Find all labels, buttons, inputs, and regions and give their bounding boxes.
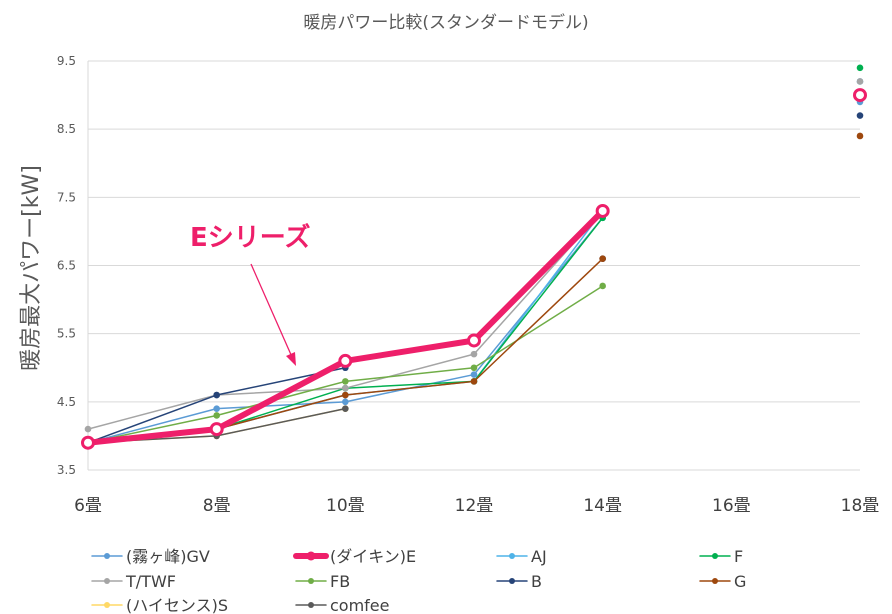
data-point	[338, 353, 353, 368]
series-0	[84, 98, 864, 447]
legend-label: B	[531, 572, 542, 591]
data-point	[856, 64, 864, 72]
legend-label: comfee	[330, 596, 390, 614]
data-point	[470, 378, 478, 385]
legend-swatch-marker	[104, 602, 110, 608]
data-point	[209, 422, 224, 437]
series-2	[84, 78, 864, 447]
legend-label: (霧ヶ峰)GV	[126, 547, 210, 566]
data-point	[599, 282, 606, 290]
data-point	[213, 391, 220, 399]
grid-lines	[87, 60, 860, 471]
x-tick-label: 6畳	[74, 496, 102, 516]
y-tick-label: 9.5	[57, 54, 76, 68]
legend-swatch-marker	[104, 553, 110, 559]
legend-label: G	[734, 572, 746, 591]
legend-swatch-marker	[509, 553, 515, 559]
data-point	[853, 88, 867, 103]
y-tick-label: 4.5	[57, 395, 76, 409]
legend-label: T/TWF	[125, 572, 176, 591]
y-tick-label: 5.5	[57, 327, 76, 341]
legend-label: FB	[330, 572, 350, 591]
legend-swatch-marker	[308, 578, 314, 584]
series-lines	[81, 64, 867, 450]
x-tick-label: 16畳	[712, 496, 751, 516]
y-tick-label: 6.5	[57, 259, 76, 273]
data-point	[213, 405, 220, 412]
data-point	[856, 112, 864, 119]
x-tick-label: 14畳	[583, 496, 622, 516]
x-tick-label: 10畳	[326, 496, 365, 516]
data-point	[342, 398, 349, 406]
data-point	[599, 255, 606, 262]
y-tick-label: 7.5	[57, 190, 76, 204]
x-tick-label: 12畳	[455, 496, 494, 516]
annotation-arrow-line	[250, 263, 293, 358]
legend-label: F	[734, 547, 743, 566]
chart-title: 暖房パワー比較(スタンダードモデル)	[303, 12, 588, 33]
legend-swatch-marker	[308, 602, 314, 608]
y-tick-label: 3.5	[57, 463, 76, 477]
data-point	[342, 391, 349, 399]
data-point	[213, 412, 220, 419]
legend-swatch-marker	[306, 551, 316, 561]
data-point	[467, 333, 481, 348]
x-tick-label: 18畳	[841, 496, 880, 516]
data-point	[470, 371, 478, 378]
data-point	[342, 405, 349, 412]
legend-label: (ダイキン)E	[330, 547, 416, 566]
legend-swatch-marker	[712, 578, 718, 584]
legend: (霧ヶ峰)GV (ダイキン)E AJ F T/TWF FB B G (ハイセンス)S comfee	[91, 547, 746, 614]
data-point	[470, 350, 478, 358]
data-point	[470, 364, 478, 372]
x-tick-label: 8畳	[203, 496, 231, 516]
y-axis-label: 暖房最大パワー[kW]	[19, 165, 44, 371]
legend-label: (ハイセンス)S	[126, 596, 228, 614]
y-tick-label: 8.5	[57, 122, 76, 136]
data-point	[342, 384, 349, 392]
legend-swatch-marker	[509, 578, 515, 584]
data-point	[595, 203, 610, 218]
series-3	[84, 64, 864, 447]
annotation-arrow-head	[286, 352, 296, 366]
data-point	[856, 132, 864, 140]
data-point	[342, 378, 349, 385]
annotation-label: Eシリーズ	[190, 222, 310, 253]
annotation: Eシリーズ	[190, 222, 310, 366]
legend-label: AJ	[531, 547, 547, 566]
legend-swatch-marker	[104, 578, 110, 584]
series-1	[81, 88, 867, 450]
data-point	[81, 435, 95, 450]
x-tick-labels: 6畳 8畳 10畳 12畳 14畳 16畳 18畳	[74, 496, 879, 516]
data-point	[84, 425, 92, 433]
data-point	[856, 78, 864, 85]
series-6	[84, 112, 864, 447]
y-tick-labels: 3.5 4.5 5.5 6.5 7.5 8.5 9.5	[57, 54, 76, 477]
legend-swatch-marker	[712, 553, 718, 559]
